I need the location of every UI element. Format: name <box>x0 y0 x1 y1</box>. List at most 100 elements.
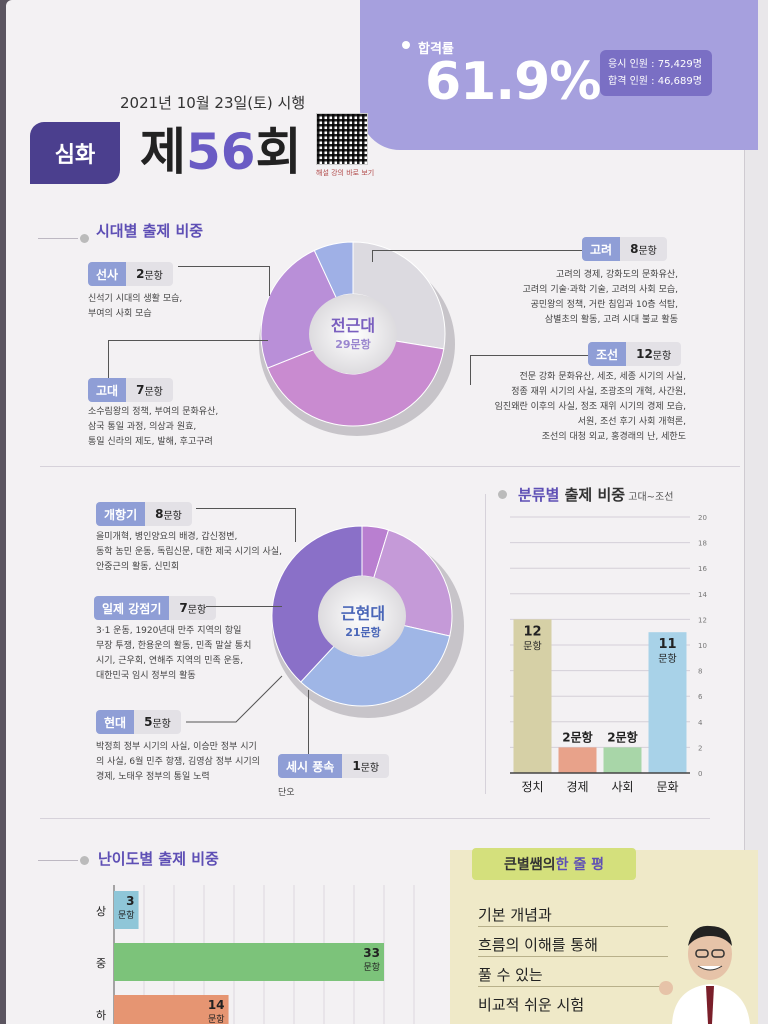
desc-joseon: 전문 강화 문화유산, 세조, 세종 시기의 사실, 정종 재위 시기의 사실,… <box>456 370 686 445</box>
desc-line: 고려의 경제, 강화도의 문화유산, <box>556 270 678 280</box>
desc-line: 3·1 운동, 1920년대 만주 지역의 항일 <box>96 626 242 636</box>
bar-중 <box>114 943 384 981</box>
modern-center-count: 21문항 <box>345 626 381 639</box>
exam-title: 제56회 <box>140 112 302 184</box>
tag-ancient-count: 7 문항 <box>126 378 173 402</box>
title-rest: 출제 비중 <box>559 486 626 504</box>
bullet-dot <box>402 41 410 49</box>
x-tick-label: 경제 <box>566 780 588 794</box>
review-tag-highlight: 한 줄 평 <box>555 857 604 873</box>
desc-colonial-period: 3·1 운동, 1920년대 만주 지역의 항일 무장 투쟁, 한용운의 활동,… <box>96 624 251 684</box>
pass-rate-label: 합격률 <box>418 42 454 57</box>
review-line: 풀 수 있는 <box>478 966 543 984</box>
category-section-title: 분류별 출제 비중 고대~조선 <box>518 484 673 505</box>
difficulty-title-text: 난이도별 출제 비중 <box>98 850 219 868</box>
desc-line: 신석기 시대의 생활 모습, <box>88 294 183 304</box>
divider <box>485 494 486 794</box>
review-line: 비교적 쉬운 시험 <box>478 996 585 1014</box>
level-badge: 심화 <box>30 122 120 184</box>
qr-caption: 해설 강의 바로 보기 <box>316 169 375 177</box>
tag-ancient: 고대 7 문항 <box>88 378 173 402</box>
premodern-center-title: 전근대 <box>330 316 376 335</box>
count-number: 12 <box>636 347 653 361</box>
qr-code-icon[interactable] <box>316 113 368 165</box>
data-label: 11 <box>658 637 676 652</box>
tag-joseon: 조선 12 문항 <box>588 342 682 366</box>
tag-customs: 세시 풍속 1 문항 <box>278 754 390 778</box>
data-label: 33 <box>363 946 380 960</box>
desc-prehistoric: 신석기 시대의 생활 모습, 부여의 사회 모습 <box>88 292 182 322</box>
data-label: 14 <box>208 998 225 1012</box>
tag-colonial-count: 7 문항 <box>169 596 217 620</box>
premodern-donut-chart <box>259 241 455 436</box>
y-tick-label: 8 <box>698 668 702 676</box>
desc-line: 삼별초의 활동, 고려 시대 불교 활동 <box>544 315 678 325</box>
desc-line: 박정희 정부 시기의 사실, 이승만 정부 시기 <box>96 742 257 752</box>
desc-line: 서원, 조선 후기 사회 개혁론, <box>577 417 686 427</box>
tag-colonial-period: 일제 강점기 7 문항 <box>94 596 217 620</box>
section-divider <box>40 818 710 819</box>
count-number: 2 <box>136 267 145 281</box>
desc-line: 공민왕의 정책, 거란 침입과 10층 석탑, <box>530 300 678 310</box>
y-tick-label: 하 <box>96 1008 106 1022</box>
difficulty-section-title: 난이도별 출제 비중 <box>98 848 219 869</box>
count-unit: 문항 <box>152 718 171 730</box>
era-title-text: 시대별 출제 비중 <box>96 222 204 240</box>
donut-hole <box>318 576 406 656</box>
desc-line: 동학 농민 운동, 독립신문, 대한 제국 시기의 사실, <box>96 547 282 557</box>
desc-line: 소수림왕의 정책, 부여의 문화유산, <box>88 407 219 417</box>
tag-customs-name: 세시 풍속 <box>278 754 343 778</box>
count-number: 7 <box>136 383 145 397</box>
count-unit: 문항 <box>360 762 380 774</box>
tag-contemporary-name: 현대 <box>96 710 135 734</box>
desc-line: 조선의 대청 외교, 홍경래의 난, 세한도 <box>541 432 686 442</box>
divider <box>38 860 78 861</box>
tag-ancient-name: 고대 <box>88 378 127 402</box>
tag-opening-name: 개항기 <box>96 502 146 526</box>
bar-경제 <box>558 747 597 773</box>
tag-prehistoric-name: 선사 <box>88 262 127 286</box>
ruled-line <box>478 986 668 987</box>
connector-line <box>372 250 582 262</box>
data-label: 2문항 <box>562 729 592 744</box>
desc-line: 통일 신라의 제도, 발해, 후고구려 <box>88 437 213 447</box>
modern-center-title: 근현대 <box>340 604 386 623</box>
count-number: 7 <box>179 601 188 615</box>
count-number: 1 <box>352 759 361 773</box>
review-tag: 큰별쌤의 한 줄 평 <box>472 848 636 880</box>
bullet-dot <box>80 234 89 243</box>
tag-prehistoric: 선사 2 문항 <box>88 262 173 286</box>
premodern-center-count: 29문항 <box>335 338 371 351</box>
count-unit: 문항 <box>652 350 672 362</box>
review-line: 기본 개념과 <box>478 906 552 924</box>
tag-prehistoric-count: 2 문항 <box>126 262 173 286</box>
bar-하 <box>114 995 229 1024</box>
data-label: 2문항 <box>607 729 637 744</box>
x-tick-label: 사회 <box>611 780 633 794</box>
exam-stats-box: 응시 인원 : 75,429명 합격 인원 : 46,689명 <box>600 50 712 96</box>
x-tick-label: 정치 <box>521 780 543 794</box>
count-unit: 문항 <box>187 604 207 616</box>
data-label-unit: 문항 <box>363 962 380 973</box>
section-divider <box>40 466 740 467</box>
desc-goryeo: 고려의 경제, 강화도의 문화유산, 고려의 기술·과학 기술, 고려의 사회 … <box>478 268 678 328</box>
tag-joseon-count: 12 문항 <box>626 342 682 366</box>
connector-line <box>108 340 268 378</box>
bar-문화 <box>648 632 687 773</box>
title-prefix: 제 <box>140 123 186 181</box>
applicants-count: 응시 인원 : 75,429명 <box>608 59 702 70</box>
tag-contemporary-count: 5 문항 <box>134 710 181 734</box>
data-label-unit: 문항 <box>658 653 676 665</box>
count-number: 8 <box>630 242 639 256</box>
data-label-unit: 문항 <box>523 640 541 652</box>
desc-line: 대한민국 임시 정부의 활동 <box>96 671 196 681</box>
desc-line: 고려의 기술·과학 기술, 고려의 사회 모습, <box>522 285 678 295</box>
modern-donut-chart <box>271 525 464 718</box>
divider <box>38 238 78 239</box>
count-unit: 문항 <box>638 245 657 257</box>
desc-customs: 단오 <box>278 788 295 798</box>
y-tick-label: 20 <box>698 514 707 522</box>
data-label: 12 <box>523 624 541 639</box>
